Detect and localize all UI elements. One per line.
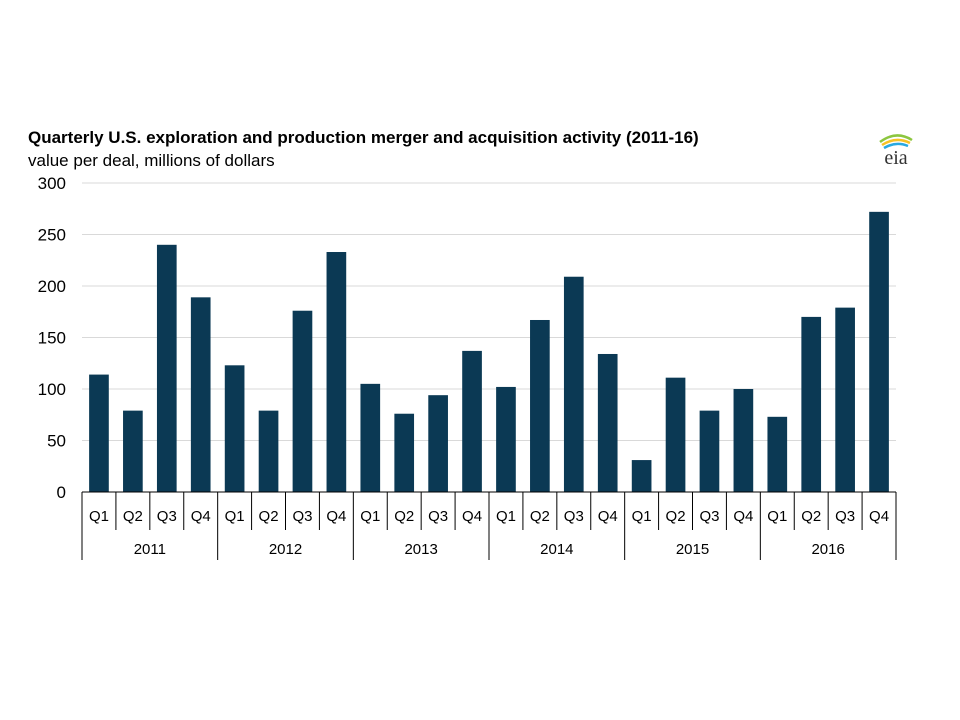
chart-title: Quarterly U.S. exploration and productio…: [28, 128, 699, 147]
y-tick-label: 0: [57, 483, 66, 502]
x-quarter-label: Q4: [326, 508, 346, 525]
x-quarter-label: Q4: [191, 508, 211, 525]
logo-arc-yellow: [881, 138, 911, 147]
bar: [394, 413, 415, 492]
x-quarter-label: Q2: [394, 508, 414, 525]
bar: [563, 276, 584, 492]
bar: [428, 395, 448, 492]
bar: [665, 377, 686, 492]
x-quarter-label: Q4: [869, 508, 889, 525]
x-quarter-label: Q2: [259, 508, 279, 525]
y-tick-label: 300: [38, 174, 66, 193]
bar: [597, 353, 618, 492]
bar: [326, 252, 347, 492]
y-tick-label: 50: [47, 432, 66, 451]
x-quarter-label: Q2: [801, 508, 821, 525]
x-year-label: 2016: [811, 541, 844, 558]
bar: [224, 365, 245, 492]
x-quarter-label: Q1: [767, 508, 787, 525]
x-quarter-label: Q3: [564, 508, 584, 525]
x-quarter-label: Q4: [462, 508, 482, 525]
logo-arc-blue: [883, 142, 909, 150]
x-year-label: 2012: [269, 541, 302, 558]
bar: [190, 297, 211, 492]
y-tick-label: 200: [38, 277, 66, 296]
y-tick-label: 250: [38, 226, 66, 245]
bar: [156, 244, 177, 492]
x-quarter-label: Q3: [835, 508, 855, 525]
bar: [292, 310, 313, 492]
eia-logo: eia: [879, 134, 913, 168]
bar: [360, 383, 381, 492]
bars: [89, 211, 889, 492]
bar: [801, 316, 822, 492]
x-quarter-label: Q4: [598, 508, 618, 525]
x-quarter-label: Q1: [632, 508, 652, 525]
bar: [631, 460, 652, 492]
x-quarter-label: Q3: [428, 508, 448, 525]
bar: [462, 350, 482, 492]
bar: [835, 307, 855, 492]
x-quarter-label: Q1: [360, 508, 380, 525]
x-quarter-label: Q1: [225, 508, 245, 525]
x-quarter-label: Q1: [89, 508, 109, 525]
bar: [123, 410, 143, 492]
x-axis: Q1 Q2 Q3 Q4 Q1 Q2 Q3 Q4 Q1 Q2 Q3 Q4 Q1 Q2 Q3 Q4 Q1 Q2 Q3 Q4…: [81, 491, 897, 560]
x-quarter-label: Q3: [699, 508, 719, 525]
x-quarter-label: Q1: [496, 508, 516, 525]
bar: [767, 416, 788, 492]
bar: [496, 386, 516, 492]
bar: [869, 211, 889, 492]
gridlines: [82, 182, 896, 441]
x-quarter-label: Q3: [157, 508, 177, 525]
x-quarter-label: Q2: [666, 508, 686, 525]
bar: [699, 410, 720, 492]
x-year-label: 2013: [404, 541, 437, 558]
chart-subtitle: value per deal, millions of dollars: [28, 151, 275, 170]
bar: [89, 374, 109, 492]
bar: [733, 389, 754, 492]
logo-arc-green: [879, 134, 913, 144]
x-quarter-label: Q2: [530, 508, 550, 525]
x-year-label: 2015: [676, 541, 709, 558]
y-axis-tick-labels: 0 50 100 150 200 250 300: [38, 174, 66, 502]
y-tick-label: 100: [38, 380, 66, 399]
x-quarter-label: Q4: [733, 508, 753, 525]
x-quarter-label: Q2: [123, 508, 143, 525]
bar: [530, 319, 550, 492]
x-year-label: 2011: [134, 541, 166, 558]
y-tick-label: 150: [38, 329, 66, 348]
logo-text: eia: [884, 147, 907, 168]
bar: [258, 410, 279, 492]
x-year-label: 2014: [540, 541, 573, 558]
x-quarter-label: Q3: [292, 508, 312, 525]
